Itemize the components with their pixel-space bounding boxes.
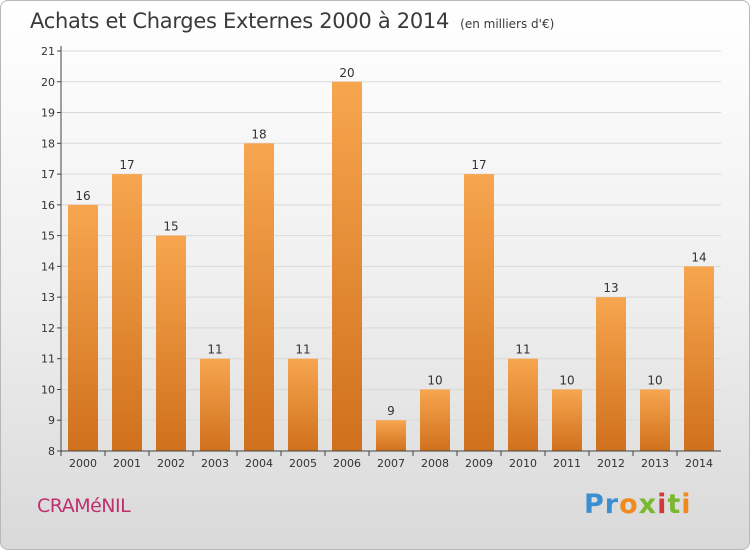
x-tick-label: 2008 bbox=[421, 457, 449, 470]
x-tick-label: 2005 bbox=[289, 457, 317, 470]
x-tick-label: 2004 bbox=[245, 457, 273, 470]
x-tick-label: 2002 bbox=[157, 457, 185, 470]
y-tick-label: 19 bbox=[41, 107, 55, 120]
y-tick-label: 20 bbox=[41, 76, 55, 89]
data-label-2006: 20 bbox=[339, 66, 354, 80]
data-label-2004: 18 bbox=[251, 127, 266, 141]
data-label-2005: 11 bbox=[295, 343, 310, 357]
y-tick-label: 21 bbox=[41, 45, 55, 58]
bars bbox=[68, 81, 714, 452]
data-label-2011: 10 bbox=[559, 373, 574, 387]
bar-2007 bbox=[376, 420, 406, 451]
bar-2010 bbox=[508, 358, 538, 451]
x-tick-label: 2001 bbox=[113, 457, 141, 470]
data-label-2013: 10 bbox=[647, 373, 662, 387]
y-tick-label: 13 bbox=[41, 291, 55, 304]
labels: 8 9 10 11 12 13 14 15 16 17 18 19 20 21 16 2000 17 2001 15… bbox=[41, 45, 713, 470]
data-label-2001: 17 bbox=[119, 158, 134, 172]
bar-2005 bbox=[288, 358, 318, 451]
x-tick-label: 2009 bbox=[465, 457, 493, 470]
bar-2012 bbox=[596, 297, 626, 451]
chart-unit: (en milliers d'€) bbox=[460, 17, 555, 31]
y-tick-label: 9 bbox=[48, 414, 55, 427]
bar-2002 bbox=[156, 235, 186, 451]
bar-2001 bbox=[112, 174, 142, 452]
bar-2006 bbox=[332, 81, 362, 452]
data-label-2002: 15 bbox=[163, 220, 178, 234]
x-tick-label: 2014 bbox=[685, 457, 713, 470]
x-tick-label: 2011 bbox=[553, 457, 581, 470]
y-tick-label: 8 bbox=[48, 445, 55, 458]
bar-2003 bbox=[200, 358, 230, 451]
x-tick-label: 2006 bbox=[333, 457, 361, 470]
bar-2014 bbox=[684, 266, 714, 451]
x-tick-label: 2013 bbox=[641, 457, 669, 470]
data-label-2003: 11 bbox=[207, 343, 222, 357]
bar-2013 bbox=[640, 389, 670, 451]
y-tick-label: 12 bbox=[41, 322, 55, 335]
commune-name: CRAMéNIL bbox=[37, 495, 131, 517]
axes bbox=[57, 46, 721, 456]
x-tick-label: 2000 bbox=[69, 457, 97, 470]
bar-2009 bbox=[464, 174, 494, 452]
data-label-2010: 11 bbox=[515, 343, 530, 357]
bar-2000 bbox=[68, 204, 98, 451]
data-label-2014: 14 bbox=[691, 250, 706, 264]
data-label-2008: 10 bbox=[427, 373, 442, 387]
y-tick-label: 14 bbox=[41, 260, 55, 273]
chart-header: Achats et Charges Externes 2000 à 2014 (… bbox=[30, 9, 554, 33]
proxiti-logo: Proxiti bbox=[584, 489, 692, 520]
data-label-2009: 17 bbox=[471, 158, 486, 172]
data-label-2000: 16 bbox=[75, 189, 90, 203]
x-tick-label: 2003 bbox=[201, 457, 229, 470]
bar-2004 bbox=[244, 143, 274, 452]
y-tick-label: 18 bbox=[41, 137, 55, 150]
y-tick-label: 10 bbox=[41, 383, 55, 396]
bar-2011 bbox=[552, 389, 582, 451]
y-tick-label: 16 bbox=[41, 199, 55, 212]
bar-2008 bbox=[420, 389, 450, 451]
chart-title: Achats et Charges Externes 2000 à 2014 bbox=[30, 9, 450, 33]
x-tick-label: 2012 bbox=[597, 457, 625, 470]
data-label-2007: 9 bbox=[387, 404, 395, 418]
y-tick-label: 17 bbox=[41, 168, 55, 181]
y-tick-label: 11 bbox=[41, 353, 55, 366]
y-tick-label: 15 bbox=[41, 230, 55, 243]
x-tick-label: 2007 bbox=[377, 457, 405, 470]
data-label-2012: 13 bbox=[603, 281, 618, 295]
x-tick-label: 2010 bbox=[509, 457, 537, 470]
